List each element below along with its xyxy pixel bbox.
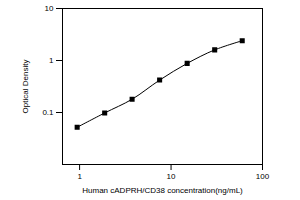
svg-text:Optical Density: Optical Density xyxy=(21,60,30,114)
svg-text:1: 1 xyxy=(77,172,82,181)
svg-text:0.1: 0.1 xyxy=(42,108,54,117)
svg-text:10: 10 xyxy=(167,172,176,181)
svg-text:10: 10 xyxy=(45,4,54,13)
svg-text:100: 100 xyxy=(256,172,270,181)
svg-text:1: 1 xyxy=(49,56,54,65)
svg-text:Human cADPRH/CD38 concentratio: Human cADPRH/CD38 concentration(ng/mL) xyxy=(82,186,243,195)
